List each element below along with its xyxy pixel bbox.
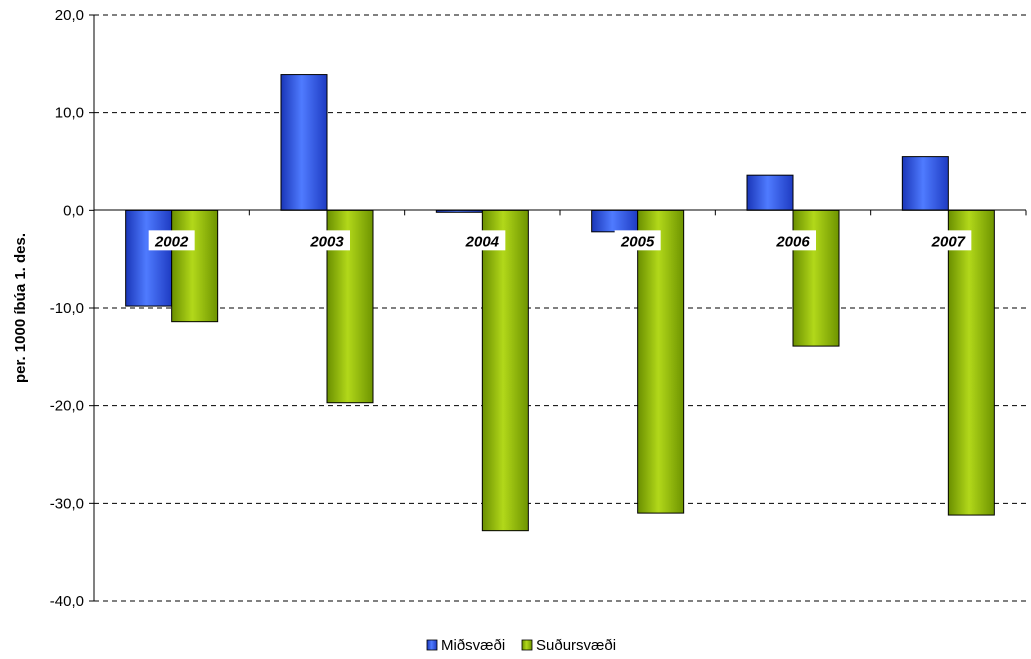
bar-series-2-2005 — [637, 209, 685, 514]
category-label-box — [770, 230, 816, 251]
category-label-box — [614, 230, 661, 251]
category-label-box — [148, 230, 195, 251]
category-label-2002: 2002 — [154, 233, 189, 250]
category-label-box — [925, 230, 972, 251]
y-tick-label: 0,0 — [63, 202, 84, 219]
legend: Miðsvæði Suðursvæði — [426, 637, 616, 654]
y-tick-label: 20,0 — [55, 7, 84, 24]
gridlines — [94, 14, 1026, 602]
category-label-2004: 2004 — [465, 233, 500, 250]
y-tick-label: -10,0 — [50, 300, 84, 317]
category-label-box — [304, 230, 350, 251]
y-tick-label: 10,0 — [55, 105, 84, 122]
bar-series-1-2003 — [280, 74, 328, 211]
bar-series-1-2002 — [125, 209, 173, 307]
bar-series-1-2007 — [901, 156, 949, 211]
y-tick-label: -20,0 — [50, 398, 84, 415]
bar-series-2-2002 — [171, 209, 219, 323]
y-tick-label: -30,0 — [50, 495, 84, 512]
category-label-box — [459, 230, 506, 251]
legend-swatch-series-2 — [521, 639, 533, 651]
y-ticks: 20,0 10,0 0,0 -10,0 -20,0 -30,0 -40,0 — [50, 7, 1027, 610]
category-labels: 2002 2003 2004 2005 2006 2007 — [148, 230, 972, 251]
legend-swatch-series-1 — [426, 639, 438, 651]
bar-series-2-2007 — [947, 209, 995, 516]
legend-label-series-2: Suðursvæði — [536, 637, 616, 654]
bar-series-1-2005 — [591, 209, 639, 233]
bar-series-1-2004 — [435, 209, 483, 213]
bar-series-2-2004 — [481, 209, 529, 532]
category-label-2007: 2007 — [931, 233, 966, 250]
bars — [125, 74, 995, 532]
y-axis-label: per. 1000 íbúa 1. des. — [12, 233, 29, 383]
y-tick-label: -40,0 — [50, 593, 84, 610]
category-label-2006: 2006 — [775, 233, 810, 250]
legend-label-series-1: Miðsvæði — [441, 637, 505, 654]
category-label-2005: 2005 — [620, 233, 655, 250]
bar-series-1-2006 — [746, 174, 794, 211]
category-label-2003: 2003 — [309, 233, 344, 250]
